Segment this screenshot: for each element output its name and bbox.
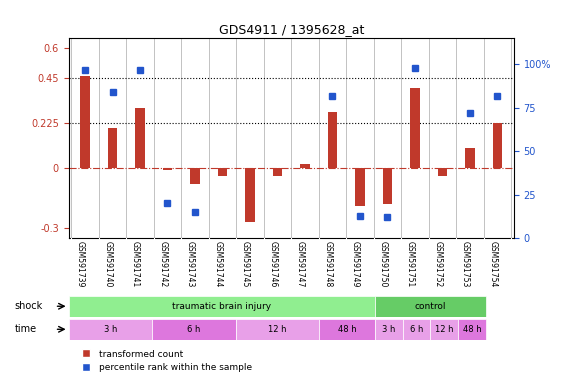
Text: GSM591746: GSM591746 [268,241,278,287]
Text: 6 h: 6 h [410,325,423,334]
Legend: transformed count, percentile rank within the sample: transformed count, percentile rank withi… [73,346,256,376]
Text: GSM591750: GSM591750 [379,241,388,287]
Text: GSM591740: GSM591740 [103,241,112,287]
Text: 6 h: 6 h [187,325,200,334]
Text: GSM591744: GSM591744 [214,241,223,287]
Bar [493,123,502,168]
FancyBboxPatch shape [152,319,235,340]
FancyBboxPatch shape [375,296,486,317]
Bar [190,168,200,184]
Text: 48 h: 48 h [337,325,356,334]
FancyBboxPatch shape [69,319,152,340]
Text: 48 h: 48 h [463,325,481,334]
Bar [328,112,337,168]
Bar [437,168,447,176]
FancyBboxPatch shape [235,319,319,340]
Text: GSM591747: GSM591747 [296,241,305,287]
Text: GSM591754: GSM591754 [488,241,497,287]
Bar [218,168,227,176]
Bar [465,148,475,168]
Text: shock: shock [14,301,42,311]
Bar [273,168,282,176]
Bar [135,108,145,168]
Bar [163,168,172,170]
Text: GSM591751: GSM591751 [406,241,415,287]
Text: GSM591749: GSM591749 [351,241,360,287]
Text: GSM591742: GSM591742 [159,241,167,287]
Bar [355,168,365,206]
FancyBboxPatch shape [319,319,375,340]
Text: GSM591752: GSM591752 [433,241,443,287]
FancyBboxPatch shape [375,319,403,340]
Bar [108,128,117,168]
Text: GSM591741: GSM591741 [131,241,140,287]
Bar [383,168,392,204]
Text: GSM591748: GSM591748 [323,241,332,287]
Text: GSM591745: GSM591745 [241,241,250,287]
Text: 12 h: 12 h [268,325,287,334]
Text: GSM591739: GSM591739 [76,241,85,287]
Bar [245,168,255,222]
FancyBboxPatch shape [458,319,486,340]
Title: GDS4911 / 1395628_at: GDS4911 / 1395628_at [219,23,364,36]
Text: GSM591753: GSM591753 [461,241,470,287]
Text: control: control [415,302,446,311]
Text: 3 h: 3 h [103,325,117,334]
Bar [410,88,420,168]
FancyBboxPatch shape [69,296,375,317]
Text: 12 h: 12 h [435,325,453,334]
Bar [80,76,90,168]
FancyBboxPatch shape [403,319,431,340]
Text: traumatic brain injury: traumatic brain injury [172,302,271,311]
FancyBboxPatch shape [431,319,458,340]
Bar [300,164,310,168]
Text: time: time [14,324,37,334]
Text: 3 h: 3 h [382,325,395,334]
Text: GSM591743: GSM591743 [186,241,195,287]
